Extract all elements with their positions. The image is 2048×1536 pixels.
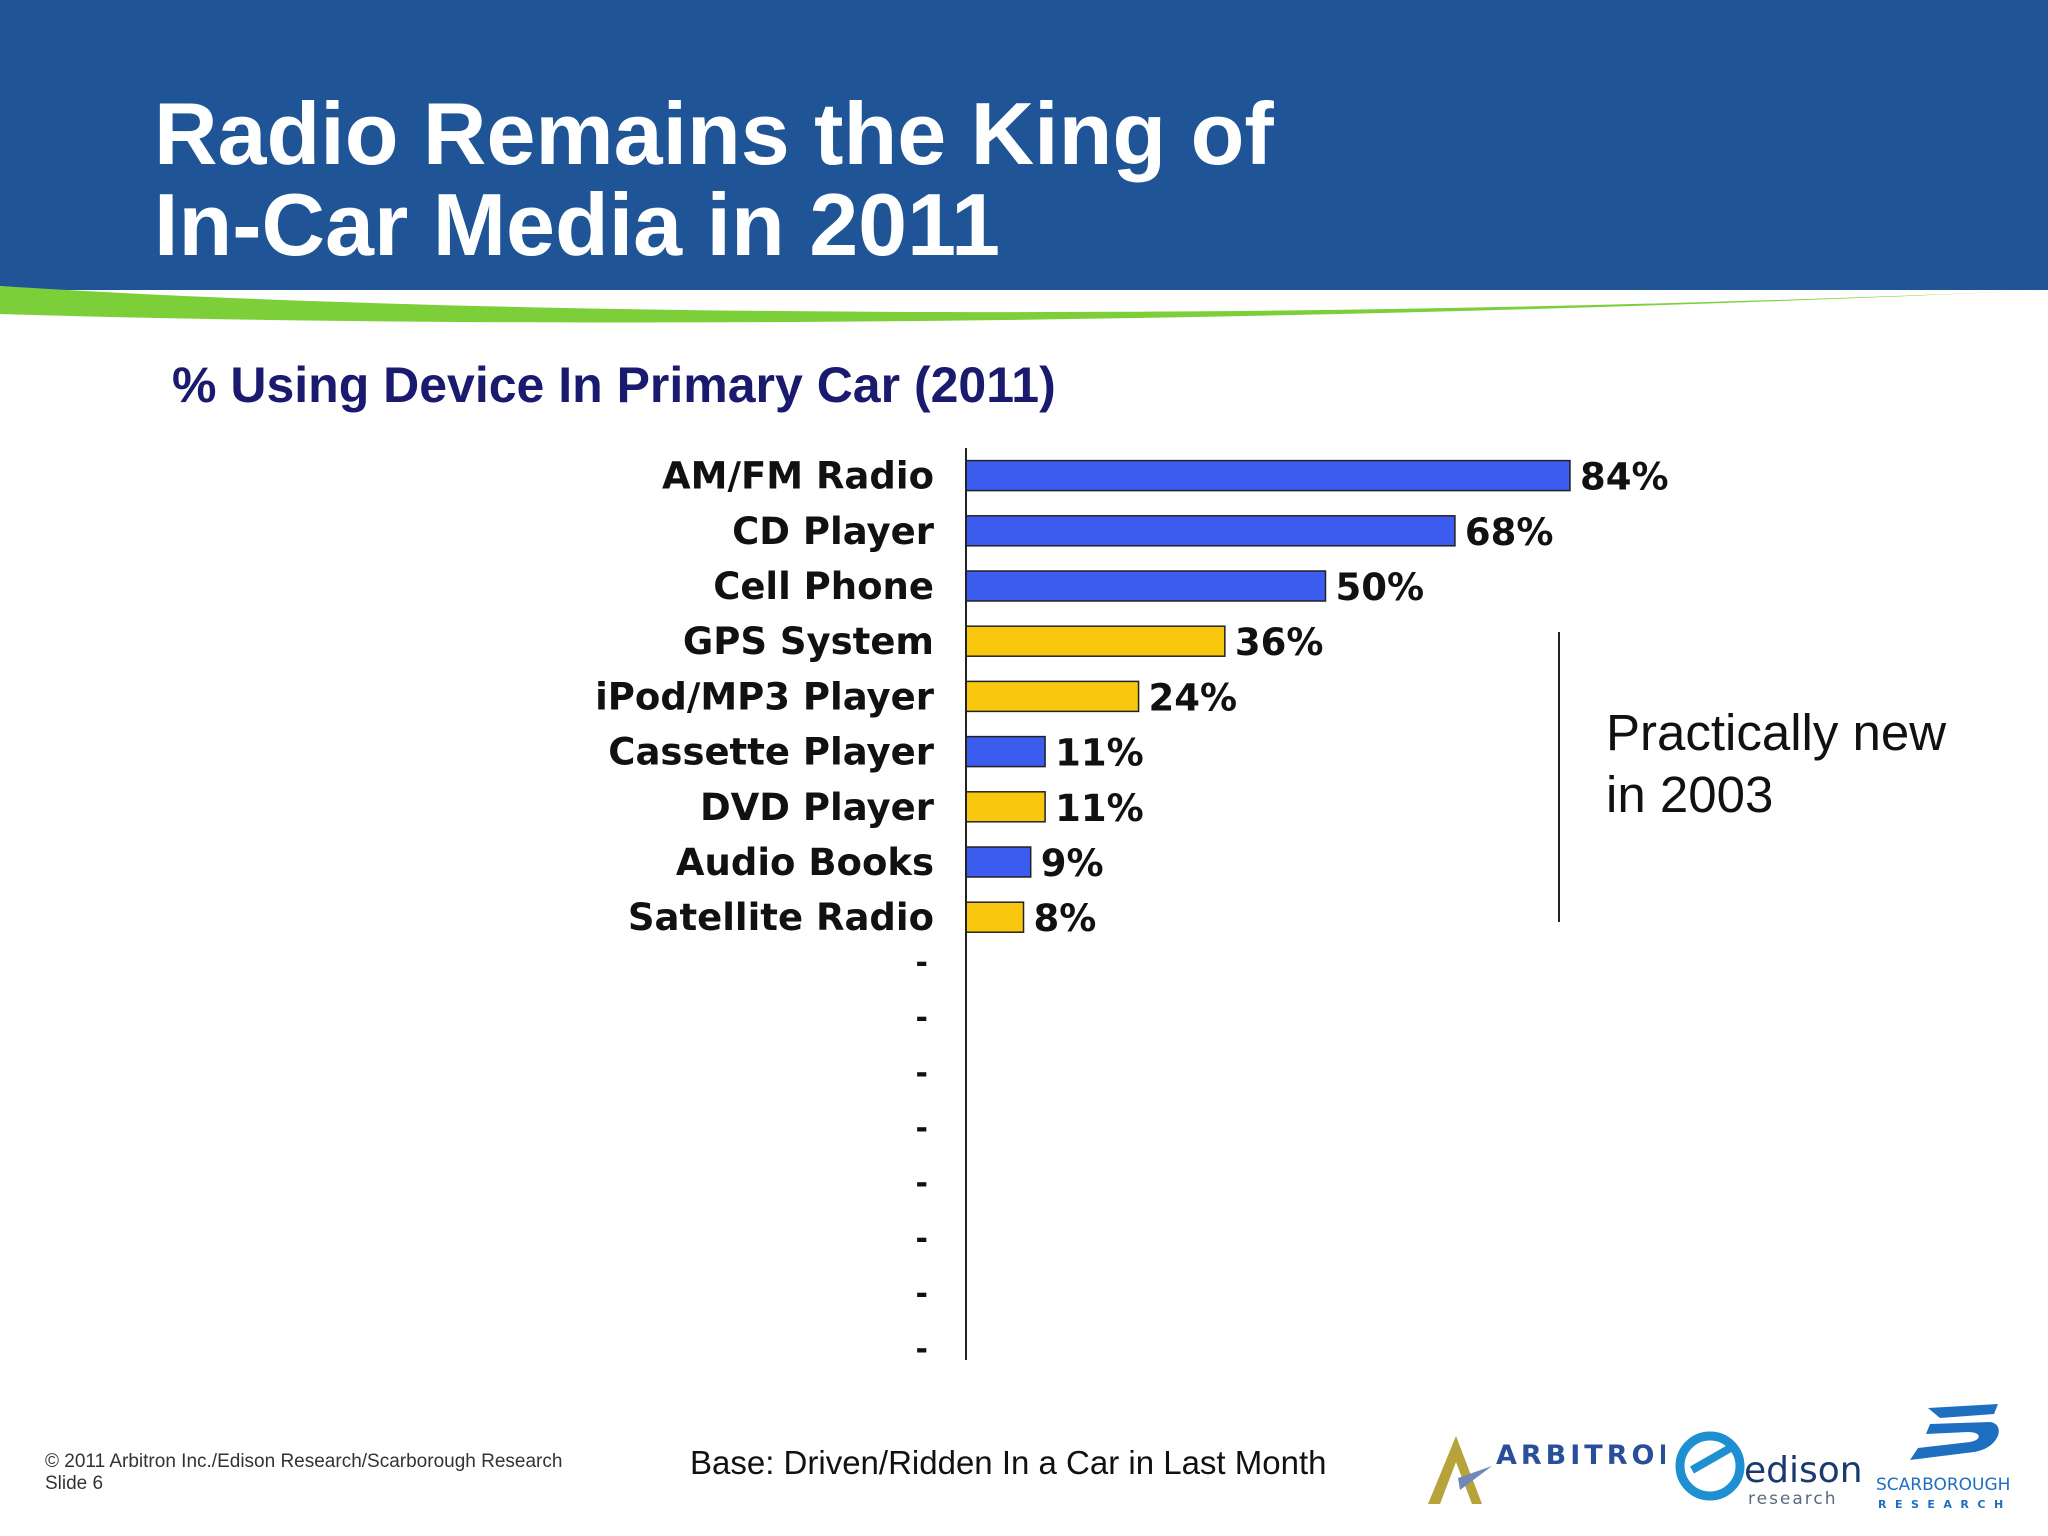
edison-subtext: research bbox=[1748, 1489, 1838, 1509]
arbitron-wordmark: ARBITRON bbox=[1496, 1440, 1665, 1471]
header-blue-area bbox=[0, 0, 2048, 290]
empty-category-tick-label: - bbox=[916, 1111, 928, 1146]
slide-title-line-1: Radio Remains the King of bbox=[154, 84, 1274, 183]
callout-note: Practically new in 2003 bbox=[1606, 702, 1946, 826]
slide-title: Radio Remains the King of In-Car Media i… bbox=[154, 88, 1274, 270]
header-curve-white bbox=[0, 286, 2048, 340]
category-label-audio-books: Audio Books bbox=[676, 841, 934, 884]
bar-am-fm-radio bbox=[965, 459, 1571, 492]
edison-wordmark: edison bbox=[1744, 1450, 1863, 1491]
category-label-dvd-player: DVD Player bbox=[700, 786, 935, 829]
category-label-am-fm-radio: AM/FM Radio bbox=[662, 455, 934, 498]
value-label-ipod-mp3-player: 24% bbox=[1149, 676, 1238, 719]
edison-e-bar-icon bbox=[1690, 1442, 1736, 1474]
bar-cd-player bbox=[965, 515, 1456, 547]
callout-line-1: Practically new bbox=[1606, 704, 1947, 761]
value-label-cassette-player: 11% bbox=[1055, 732, 1144, 775]
empty-category-tick-label: - bbox=[916, 1221, 928, 1256]
arbitron-logo: ARBITRON bbox=[1428, 1436, 1665, 1504]
value-label-am-fm-radio: 84% bbox=[1580, 456, 1669, 499]
category-label-cd-player: CD Player bbox=[732, 510, 935, 553]
arbitron-swoosh-icon bbox=[1458, 1466, 1492, 1490]
scarborough-s-top-icon bbox=[1928, 1404, 1998, 1418]
slide-number: Slide 6 bbox=[45, 1473, 104, 1494]
empty-category-tick-label: - bbox=[916, 1001, 928, 1036]
empty-category-tick-label: - bbox=[916, 1056, 928, 1091]
header-green-swoosh bbox=[0, 286, 2048, 323]
value-label-audio-books: 9% bbox=[1041, 842, 1104, 885]
category-label-ipod-mp3-player: iPod/MP3 Player bbox=[595, 675, 935, 718]
bar-ipod-mp3-player bbox=[965, 680, 1140, 713]
value-label-gps-system: 36% bbox=[1235, 621, 1324, 664]
bar-audio-books bbox=[965, 846, 1032, 878]
value-label-cd-player: 68% bbox=[1465, 511, 1554, 554]
bar-gps-system bbox=[965, 625, 1226, 657]
scarborough-subtext: RESEARCH bbox=[1878, 1498, 2012, 1511]
category-label-cell-phone: Cell Phone bbox=[713, 565, 934, 608]
value-label-satellite-radio: 8% bbox=[1034, 897, 1097, 940]
callout-divider-line bbox=[1558, 632, 1560, 922]
base-note: Base: Driven/Ridden In a Car in Last Mon… bbox=[690, 1444, 1327, 1481]
empty-category-tick-label: - bbox=[916, 945, 928, 980]
edison-e-ring-icon bbox=[1675, 1431, 1745, 1501]
category-label-gps-system: GPS System bbox=[683, 620, 934, 663]
bar-cassette-player bbox=[965, 735, 1046, 768]
empty-category-tick-label: - bbox=[916, 1332, 928, 1360]
empty-category-tick-label: - bbox=[916, 1277, 928, 1312]
bar-dvd-player bbox=[965, 791, 1046, 823]
header-banner bbox=[0, 0, 2048, 340]
edison-logo: edison research bbox=[1675, 1431, 1863, 1509]
scarborough-s-body-icon bbox=[1910, 1422, 1999, 1460]
bar-chart: AM/FM Radio 84% CD Player 68% Cell Phone 50% G… bbox=[595, 448, 1669, 1360]
footer-copyright: © 2011 Arbitron Inc./Edison Research/Sca… bbox=[45, 1451, 562, 1495]
bar-cell-phone bbox=[965, 570, 1327, 602]
value-label-cell-phone: 50% bbox=[1336, 566, 1425, 609]
category-label-satellite-radio: Satellite Radio bbox=[628, 896, 934, 939]
value-label-dvd-player: 11% bbox=[1055, 787, 1144, 830]
chart-title: % Using Device In Primary Car (2011) bbox=[172, 357, 1056, 413]
arbitron-a-mark-icon bbox=[1428, 1436, 1482, 1504]
category-label-cassette-player: Cassette Player bbox=[608, 731, 934, 774]
bar-satellite-radio bbox=[965, 901, 1025, 933]
scarborough-logo: SCARBOROUGH RESEARCH bbox=[1876, 1404, 2012, 1511]
slide-title-line-2: In-Car Media in 2011 bbox=[154, 175, 1001, 274]
copyright-text: © 2011 Arbitron Inc./Edison Research/Sca… bbox=[45, 1451, 563, 1472]
scarborough-wordmark: SCARBOROUGH bbox=[1876, 1475, 2010, 1495]
empty-category-tick-label: - bbox=[916, 1166, 928, 1201]
callout-line-2: in 2003 bbox=[1606, 766, 1774, 823]
